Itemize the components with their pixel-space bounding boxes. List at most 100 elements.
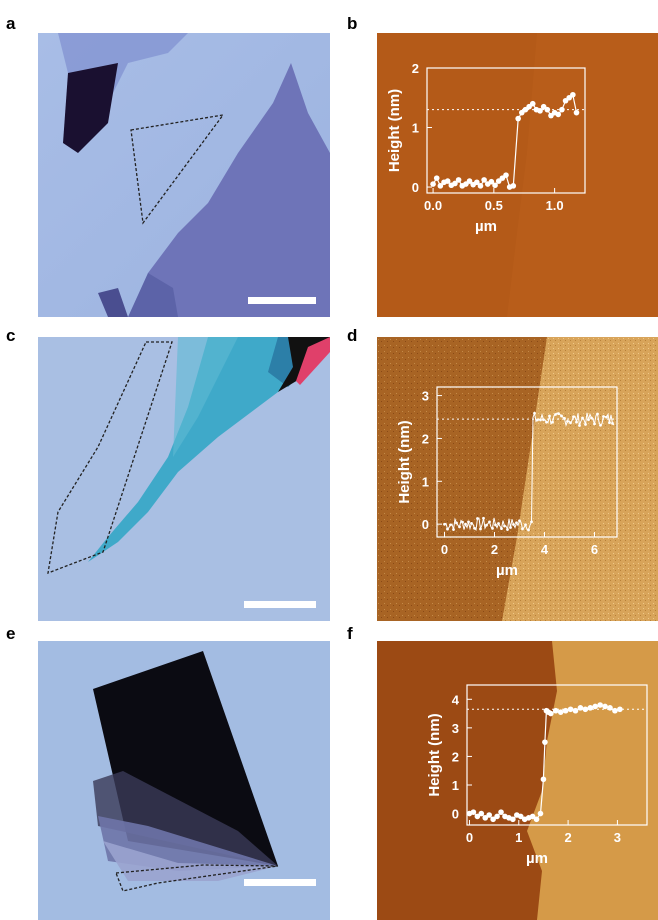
data-point xyxy=(437,183,444,189)
data-point xyxy=(473,526,476,530)
data-point xyxy=(552,707,559,714)
data-point xyxy=(537,810,544,817)
data-point xyxy=(612,707,618,714)
height-profile-plot-b: 0.0 0.5 1.0 0 1 2 µm Height (nm) xyxy=(386,61,586,235)
monolayer-outline xyxy=(47,341,173,575)
data-point xyxy=(467,520,470,524)
y-tick-label: 1 xyxy=(422,474,429,489)
data-point xyxy=(498,809,504,815)
x-tick-label: 6 xyxy=(591,542,598,557)
data-point xyxy=(573,109,580,116)
data-point xyxy=(617,706,623,713)
data-point xyxy=(477,183,484,189)
data-point xyxy=(458,525,461,529)
data-point xyxy=(521,527,524,531)
data-point xyxy=(476,517,479,520)
monolayer-outline xyxy=(130,114,225,225)
data-point xyxy=(590,416,593,420)
plot-frame xyxy=(466,684,648,826)
optical-image-a xyxy=(38,33,330,317)
data-point xyxy=(492,182,498,189)
thick-flake-edge xyxy=(296,337,330,385)
data-point xyxy=(452,528,455,531)
data-point xyxy=(512,523,515,526)
data-point xyxy=(503,524,506,528)
data-point xyxy=(515,521,518,525)
x-tick-label: 0 xyxy=(441,542,448,557)
optical-image-c xyxy=(38,337,330,621)
data-point xyxy=(444,178,451,184)
data-point xyxy=(529,813,536,820)
data-point xyxy=(599,423,602,427)
data-point xyxy=(577,705,584,711)
data-point xyxy=(587,705,594,711)
data-point xyxy=(497,522,500,525)
bilayer-flake xyxy=(88,337,330,562)
data-point xyxy=(503,172,509,178)
y-tick-label: 2 xyxy=(412,61,419,76)
data-point xyxy=(482,815,489,821)
x-tick-label: 0 xyxy=(466,830,473,845)
data-point xyxy=(537,108,543,114)
data-point xyxy=(485,523,488,527)
data-point xyxy=(536,418,539,422)
x-tick-label: 1 xyxy=(515,830,522,845)
scale-bar xyxy=(244,601,316,608)
data-point xyxy=(509,526,512,529)
data-point xyxy=(466,178,473,184)
data-point xyxy=(533,411,536,415)
x-tick-label: 0.0 xyxy=(424,198,442,213)
y-axis-label: Height (nm) xyxy=(386,89,403,172)
data-point xyxy=(515,115,521,122)
data-point xyxy=(559,106,565,113)
data-point xyxy=(455,521,458,525)
data-point xyxy=(461,520,464,524)
data-point xyxy=(430,181,436,187)
data-point xyxy=(494,523,497,527)
plot-frame xyxy=(436,386,618,538)
data-point xyxy=(530,520,533,524)
data-point xyxy=(482,516,485,520)
x-tick-label: 3 xyxy=(614,830,621,845)
data-point xyxy=(474,813,481,820)
data-point xyxy=(566,420,569,423)
plot-frame xyxy=(426,67,586,194)
y-tick-label: 0 xyxy=(422,517,429,532)
data-point xyxy=(510,816,516,823)
y-tick-label: 2 xyxy=(452,749,459,764)
data-point xyxy=(470,809,477,815)
data-point xyxy=(572,415,575,419)
data-point xyxy=(527,528,530,532)
data-point xyxy=(596,412,599,416)
height-profile-plot-d: 0 2 4 6 0 1 2 3 µm Height (nm) xyxy=(396,386,618,579)
height-profile-plot-f: 0 1 2 3 0 1 2 3 4 µm Height (nm) xyxy=(426,684,648,867)
data-point xyxy=(581,416,584,420)
data-point xyxy=(582,706,589,713)
data-point xyxy=(455,177,462,183)
data-point xyxy=(569,421,572,425)
data-point xyxy=(542,418,545,422)
y-tick-label: 3 xyxy=(422,389,429,404)
afm-image-b: 0.0 0.5 1.0 0 1 2 µm Height (nm) xyxy=(377,33,658,317)
monolayer-outline xyxy=(115,864,279,892)
data-point xyxy=(524,523,527,527)
data-point xyxy=(578,424,581,427)
data-point xyxy=(446,527,449,531)
data-point xyxy=(506,528,509,531)
x-tick-label: 0.5 xyxy=(485,198,503,213)
bilayer-flake xyxy=(138,63,330,317)
x-axis-label: µm xyxy=(526,850,548,867)
data-point xyxy=(551,420,554,424)
data-point xyxy=(607,705,613,711)
data-point xyxy=(562,707,569,714)
x-axis-label: µm xyxy=(496,562,518,579)
y-tick-label: 0 xyxy=(412,180,419,195)
y-tick-label: 1 xyxy=(412,121,419,136)
y-tick-label: 2 xyxy=(422,431,429,446)
data-point xyxy=(555,111,562,118)
data-point xyxy=(544,106,551,113)
afm-image-f: 0 1 2 3 0 1 2 3 4 µm Height (nm) xyxy=(377,641,658,920)
data-point xyxy=(452,180,458,187)
optical-image-e xyxy=(38,641,330,920)
data-point xyxy=(557,412,560,416)
